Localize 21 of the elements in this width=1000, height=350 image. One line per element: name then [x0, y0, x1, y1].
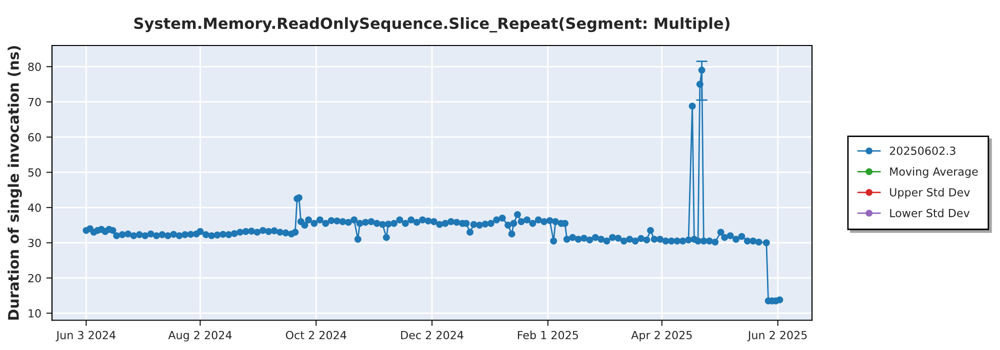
- y-tick-label: 30: [28, 238, 41, 248]
- legend-label: Upper Std Dev: [890, 188, 970, 199]
- legend-label: Lower Std Dev: [890, 208, 970, 218]
- y-tick-label: 40: [28, 204, 41, 212]
- x-tick-label: Jun 2 2025: [747, 330, 807, 342]
- x-tick-label: Oct 2 2024: [286, 330, 346, 340]
- y-axis-title: Duration of single invocation (ns): [8, 46, 22, 320]
- chart-title: System.Memory.ReadOnlySequence.Slice_Repeat(Segment: Multiple): [134, 17, 730, 32]
- y-tick-label: 20: [28, 274, 41, 282]
- x-tick-label: Jun 3 2024: [56, 330, 116, 342]
- legend-label: 20250602.3: [890, 146, 956, 155]
- x-tick-label: Feb 1 2025: [518, 330, 578, 340]
- y-tick-label: 60: [28, 133, 41, 142]
- y-tick-label: 10: [28, 309, 41, 318]
- x-tick-label: Dec 2 2024: [401, 330, 464, 340]
- legend-label: Moving Average: [890, 167, 978, 178]
- x-tick-label: Apr 2 2025: [631, 330, 692, 342]
- y-tick-label: 70: [28, 98, 41, 106]
- y-tick-label: 80: [28, 62, 41, 72]
- x-tick-label: Aug 2 2024: [168, 330, 232, 342]
- y-tick-label: 50: [28, 168, 41, 177]
